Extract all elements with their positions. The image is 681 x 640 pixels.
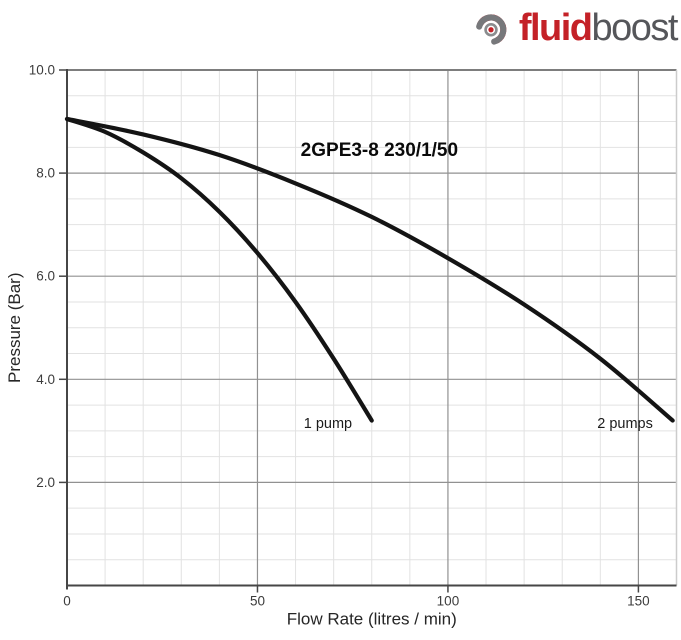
curve-label-1-pump: 1 pump [304,416,352,432]
x-tick-label: 150 [627,594,650,609]
x-tick-label: 50 [250,594,265,609]
fluidboost-swirl-icon [475,14,507,45]
y-axis-title: Pressure (Bar) [5,272,24,383]
y-tick-label: 2.0 [36,475,55,490]
x-tick-label: 0 [63,594,71,609]
curve-2-pumps [64,116,675,423]
chart-title: 2GPE3-8 230/1/50 [301,140,458,161]
curve-label-2-pumps: 2 pumps [597,416,653,432]
brand-name-boost: boost [591,7,679,49]
curve-1-pump [64,116,374,423]
y-tick-label: 10.0 [29,63,55,78]
brand-name: fluidboost [518,7,679,49]
y-tick-label: 6.0 [36,269,55,284]
brand-logo: fluidboost [470,7,679,49]
y-tick-label: 4.0 [36,372,55,387]
x-axis-title: Flow Rate (litres / min) [287,610,457,629]
brand-name-fluid: fluid [518,7,593,49]
x-tick-label: 100 [437,594,460,609]
y-tick-label: 8.0 [36,166,55,181]
